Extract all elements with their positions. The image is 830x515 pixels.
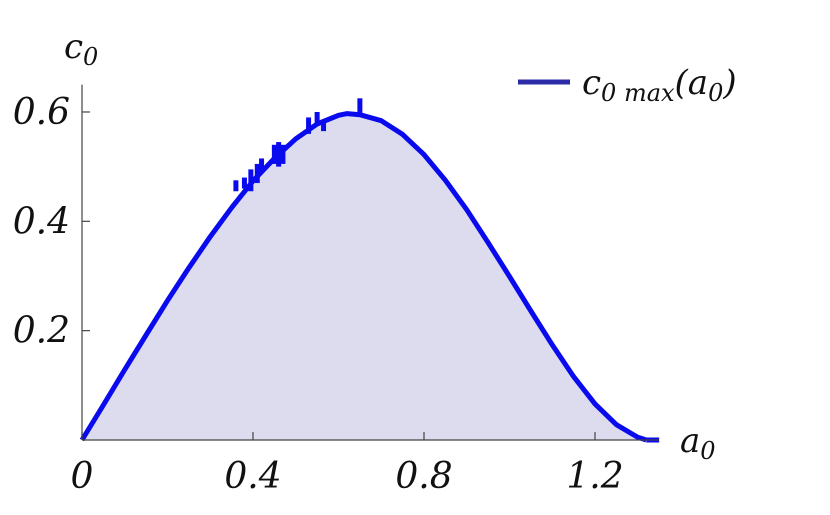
y-tick-label: 0.2: [13, 311, 70, 352]
x-tick-label: 0.8: [395, 456, 452, 497]
legend: c0 max(a0): [518, 63, 737, 107]
y-axis-label: c0: [64, 27, 98, 71]
x-tick-label: 0.4: [224, 456, 281, 497]
legend-label: c0 max(a0): [582, 63, 737, 107]
plot-area: [79, 98, 660, 443]
y-tick-label: 0.6: [13, 92, 70, 133]
x-axis-label: a0: [680, 421, 716, 465]
area-fill: [82, 113, 647, 440]
axes: 0 0.4 0.8 1.2 0.2 0.4 0.6: [13, 84, 660, 497]
x-tick-label: 0: [71, 456, 94, 497]
y-tick-label: 0.4: [13, 201, 70, 242]
x-tick-label: 1.2: [566, 456, 623, 497]
